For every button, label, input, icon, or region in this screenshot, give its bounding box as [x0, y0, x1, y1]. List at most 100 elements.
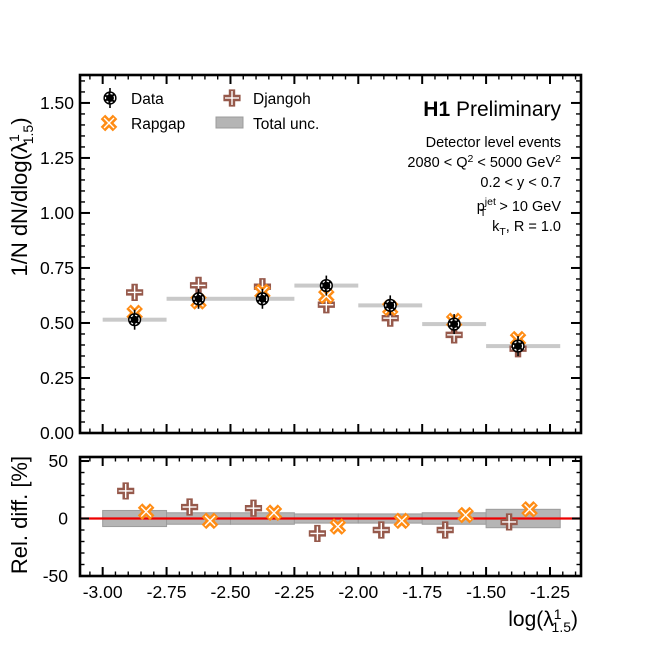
ratio-y-axis-title: Rel. diff. [%] [7, 456, 32, 574]
kt-k: k [492, 219, 500, 235]
data-points-ratio [117, 482, 538, 543]
rapgap-ratio-marker-inner [524, 503, 535, 515]
djangoh-ratio-marker [372, 521, 390, 539]
x-tick-label: -2.00 [338, 582, 378, 602]
x-axis-title: log(λ1 1.5) [508, 606, 578, 635]
ratio-y-tick-label: 0 [58, 509, 68, 529]
x-tick-labels: -3.00 -2.75 -2.50 -2.25 -2.00 -1.75 -1.50 -1.25 [83, 582, 570, 602]
rapgap-ratio-marker-inner [332, 521, 344, 533]
header-title: H1 Preliminary [423, 98, 561, 121]
pt-value: > 10 GeV [495, 199, 561, 215]
main-y-tick-label: 0.25 [40, 368, 74, 388]
x-tick-label: -3.00 [83, 582, 123, 602]
q2-text: 2080 < Q [407, 155, 467, 171]
legend-label-total-unc: Total unc. [253, 116, 319, 133]
lambda-subscript: 1.5 [552, 619, 572, 635]
rapgap-ratio-marker [393, 512, 411, 530]
data-marker-ring [321, 280, 332, 291]
legend-total-unc-swatch [215, 116, 244, 129]
main-y-tick-label: 1.00 [40, 203, 74, 223]
data-marker-ring [257, 293, 268, 304]
pt-p: p [477, 199, 485, 215]
main-y-title-text: 1/N dN/dlog( [7, 152, 32, 276]
lambda-superscript: 1 [6, 134, 22, 142]
x-tick-label: -2.25 [274, 582, 314, 602]
djangoh-marker [126, 283, 144, 301]
legend-djangoh-marker [223, 89, 241, 107]
main-y-tick-label: 1.50 [40, 93, 74, 113]
rapgap-ratio-marker-inner [204, 515, 216, 527]
rapgap-ratio-marker-inner [140, 506, 152, 518]
data-marker [319, 275, 333, 296]
rapgap-ratio-marker-inner [460, 509, 472, 521]
rapgap-ratio-marker [137, 503, 155, 520]
pt-sup-jet: jet [484, 196, 496, 208]
main-y-tick-label: 0.00 [40, 423, 74, 443]
legend-data-marker-ring [104, 92, 116, 104]
x-tick-label: -1.50 [466, 582, 506, 602]
legend-data-marker [103, 88, 117, 108]
main-y-axis-title: 1/N dN/dlog(λ11.5) [6, 117, 36, 276]
data-marker [447, 314, 461, 335]
ratio-y-tick-labels: -50 0 50 [43, 451, 69, 586]
legend-rapgap-marker [100, 114, 118, 132]
experiment-name: H1 [423, 98, 450, 121]
pt-sub-t: T [480, 207, 487, 219]
data-marker [191, 288, 206, 309]
legend-label-data: Data [131, 91, 164, 108]
x-title-close: ) [571, 608, 578, 631]
data-marker-ring [193, 293, 204, 304]
rapgap-marker-inner [320, 290, 332, 302]
ratio-plot-frame [78, 455, 583, 578]
data-marker [383, 295, 397, 316]
data-marker-ring [449, 318, 460, 330]
condition-pt-cut: pjet T > 10 GeV [477, 196, 562, 219]
main-y-title-close: ) [7, 117, 32, 124]
rapgap-ratio-marker [521, 500, 538, 518]
preliminary-label: Preliminary [450, 98, 561, 121]
djangoh-ratio-marker [308, 524, 326, 543]
main-y-tick-labels: 0.00 0.25 0.50 0.75 1.00 1.25 1.50 [40, 93, 74, 443]
data-marker-ring [385, 300, 396, 311]
data-points-main [126, 275, 527, 358]
x-title-text: log( [508, 608, 543, 631]
legend-label-rapgap: Rapgap [131, 116, 185, 133]
x-tick-label: -2.50 [211, 582, 251, 602]
djangoh-ratio-marker [500, 513, 518, 531]
main-plot-frame [78, 73, 583, 435]
rapgap-ratio-marker-inner [268, 507, 280, 519]
main-y-tick-label: 0.75 [40, 258, 74, 278]
data-marker [128, 309, 142, 330]
condition-q2-range: 2080 < Q2 < 5000 GeV2 [407, 153, 561, 171]
kt-radius: , R = 1.0 [506, 219, 561, 235]
condition-detector-level: Detector level events [426, 135, 561, 151]
data-marker-ring [129, 314, 140, 325]
rapgap-ratio-marker [329, 518, 347, 535]
rapgap-ratio-marker [457, 506, 474, 524]
rapgap-ratio-marker [201, 512, 219, 530]
lambda-symbol: λ [7, 142, 32, 153]
rapgap-ratio-marker [265, 504, 283, 522]
x-tick-label: -1.25 [530, 582, 570, 602]
condition-jet-algo: kT, R = 1.0 [492, 219, 561, 238]
djangoh-ratio-marker [244, 499, 263, 517]
q2-text-b: < 5000 GeV [473, 155, 555, 171]
legend-rapgap-marker-inner [103, 117, 115, 129]
data-marker [511, 336, 525, 357]
lambda-superscript: 1 [554, 606, 562, 622]
condition-y-range: 0.2 < y < 0.7 [480, 175, 561, 191]
lambda-subscript: 1.5 [20, 125, 36, 145]
main-y-tick-label: 1.25 [40, 148, 74, 168]
data-marker [255, 288, 270, 309]
main-y-tick-label: 0.50 [40, 313, 74, 333]
kt-sub-t: T [499, 226, 506, 238]
gev-sup: 2 [555, 153, 561, 165]
legend-markers [100, 88, 244, 132]
data-marker-ring [512, 340, 524, 352]
ratio-y-tick-label: 50 [49, 451, 69, 471]
rapgap-marker [317, 287, 335, 305]
lambda-symbol: λ [543, 608, 554, 631]
djangoh-ratio-marker [180, 498, 199, 516]
